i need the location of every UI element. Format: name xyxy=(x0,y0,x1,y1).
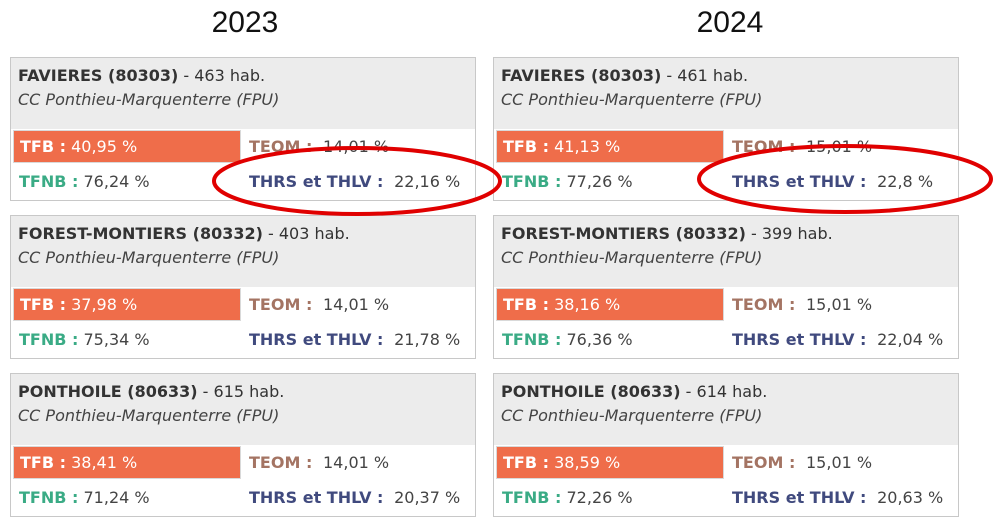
population: - 403 hab. xyxy=(262,224,350,243)
intercommunality: CC Ponthieu-Marquenterre (FPU) xyxy=(18,248,280,267)
intercommunality: CC Ponthieu-Marquenterre (FPU) xyxy=(501,248,763,267)
thrs-thlv-rate: THRS et THLV : 22,04 % xyxy=(732,330,944,349)
tfnb-rate: TFNB : 71,24 % xyxy=(19,488,150,507)
year-heading: 2023 xyxy=(211,6,279,39)
intercommunality: CC Ponthieu-Marquenterre (FPU) xyxy=(18,406,280,425)
commune-card: FOREST-MONTIERS (80332) - 403 hab. CC Pon… xyxy=(10,215,476,359)
commune-name: PONTHOILE (80633) xyxy=(501,382,681,401)
tfnb-rate: TFNB : 72,26 % xyxy=(502,488,633,507)
population: - 399 hab. xyxy=(745,224,833,243)
population: - 463 hab. xyxy=(178,66,266,85)
commune-name: FAVIERES (80303) xyxy=(501,66,662,85)
population: - 461 hab. xyxy=(661,66,749,85)
commune-card: FOREST-MONTIERS (80332) - 399 hab. CC Pon… xyxy=(493,215,959,359)
tfb-rate: TFB : 37,98 % xyxy=(13,288,241,321)
intercommunality: CC Ponthieu-Marquenterre (FPU) xyxy=(18,90,280,109)
commune-name: FAVIERES (80303) xyxy=(18,66,179,85)
tfb-rate: TFB : 41,13 % xyxy=(496,130,724,163)
teom-rate: TEOM : 14,01 % xyxy=(249,137,390,156)
thrs-thlv-rate: THRS et THLV : 21,78 % xyxy=(249,330,461,349)
thrs-thlv-rate: THRS et THLV : 20,37 % xyxy=(249,488,461,507)
intercommunality: CC Ponthieu-Marquenterre (FPU) xyxy=(501,406,763,425)
intercommunality: CC Ponthieu-Marquenterre (FPU) xyxy=(501,90,763,109)
commune-card: FAVIERES (80303) - 461 hab. CC Ponthieu-M… xyxy=(493,57,959,201)
commune-card: PONTHOILE (80633) - 614 hab. CC Ponthieu-… xyxy=(493,373,959,517)
teom-rate: TEOM : 15,01 % xyxy=(732,137,873,156)
commune-card: FAVIERES (80303) - 463 hab. CC Ponthieu-M… xyxy=(10,57,476,201)
year-heading: 2024 xyxy=(696,6,764,39)
population: - 614 hab. xyxy=(680,382,768,401)
thrs-thlv-rate: THRS et THLV : 20,63 % xyxy=(732,488,944,507)
tfnb-rate: TFNB : 76,24 % xyxy=(19,172,150,191)
teom-rate: TEOM : 15,01 % xyxy=(732,453,873,472)
commune-name: FOREST-MONTIERS (80332) xyxy=(501,224,746,243)
commune-name: FOREST-MONTIERS (80332) xyxy=(18,224,263,243)
population: - 615 hab. xyxy=(197,382,285,401)
commune-card: PONTHOILE (80633) - 615 hab. CC Ponthieu-… xyxy=(10,373,476,517)
tfnb-rate: TFNB : 77,26 % xyxy=(502,172,633,191)
tfb-rate: TFB : 38,41 % xyxy=(13,446,241,479)
thrs-thlv-rate: THRS et THLV : 22,8 % xyxy=(732,172,934,191)
thrs-thlv-rate: THRS et THLV : 22,16 % xyxy=(249,172,461,191)
teom-rate: TEOM : 14,01 % xyxy=(249,295,390,314)
tfb-rate: TFB : 40,95 % xyxy=(13,130,241,163)
tfb-rate: TFB : 38,16 % xyxy=(496,288,724,321)
teom-rate: TEOM : 14,01 % xyxy=(249,453,390,472)
commune-name: PONTHOILE (80633) xyxy=(18,382,198,401)
tfnb-rate: TFNB : 76,36 % xyxy=(502,330,633,349)
tfb-rate: TFB : 38,59 % xyxy=(496,446,724,479)
tfnb-rate: TFNB : 75,34 % xyxy=(19,330,150,349)
teom-rate: TEOM : 15,01 % xyxy=(732,295,873,314)
